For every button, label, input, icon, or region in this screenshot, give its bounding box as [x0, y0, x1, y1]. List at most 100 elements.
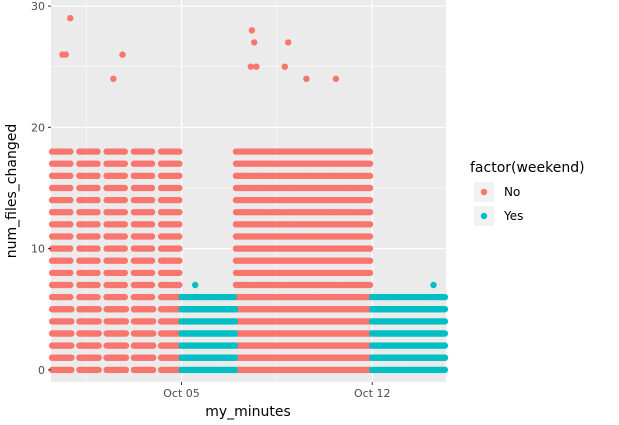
- data-point: [68, 366, 75, 374]
- data-point: [332, 75, 340, 83]
- data-point: [121, 148, 128, 155]
- data-point: [231, 330, 239, 337]
- data-point: [94, 160, 101, 167]
- series-no: [48, 15, 449, 374]
- data-point: [122, 366, 130, 374]
- data-point: [121, 184, 128, 192]
- data-point: [176, 257, 183, 264]
- data-point: [62, 51, 69, 58]
- data-point: [94, 269, 101, 277]
- data-point: [441, 318, 449, 325]
- data-point: [121, 245, 128, 252]
- data-point: [285, 39, 292, 46]
- data-point: [148, 209, 156, 216]
- data-point: [366, 160, 374, 167]
- data-point: [94, 281, 101, 289]
- data-point: [366, 209, 374, 216]
- data-point: [150, 342, 157, 349]
- data-point: [95, 342, 102, 349]
- data-point: [94, 209, 101, 216]
- data-point: [95, 330, 102, 337]
- data-point: [67, 15, 74, 22]
- data-point: [68, 330, 75, 337]
- data-point: [176, 269, 183, 277]
- data-point: [94, 148, 101, 155]
- data-point: [121, 233, 128, 240]
- data-point: [122, 354, 130, 361]
- data-point: [94, 293, 101, 301]
- data-point: [121, 172, 128, 179]
- legend-label-yes: Yes: [503, 209, 523, 223]
- legend-marker-no: [480, 188, 488, 196]
- data-point: [121, 257, 128, 264]
- data-point: [121, 293, 128, 301]
- data-point: [95, 318, 102, 325]
- data-point: [366, 172, 374, 179]
- data-point: [67, 269, 74, 277]
- legend-title: factor(weekend): [470, 160, 585, 176]
- data-point: [122, 306, 130, 313]
- data-point: [366, 281, 374, 289]
- data-point: [150, 330, 157, 337]
- data-point: [366, 148, 374, 155]
- data-point: [110, 75, 117, 83]
- data-point: [176, 172, 183, 179]
- data-point: [121, 281, 128, 289]
- series-yes: [178, 281, 449, 374]
- data-point: [67, 245, 74, 252]
- data-point: [119, 51, 126, 58]
- data-point: [94, 221, 101, 228]
- data-point: [441, 293, 449, 301]
- x-axis-ticks: Oct 05 Oct 12: [163, 382, 390, 400]
- data-point: [122, 330, 130, 337]
- legend-marker-yes: [480, 212, 488, 220]
- data-point: [68, 306, 75, 313]
- data-point: [430, 281, 437, 289]
- data-point: [67, 160, 74, 167]
- data-point: [121, 196, 128, 204]
- data-point: [176, 148, 183, 155]
- data-point: [366, 257, 374, 264]
- data-point: [247, 63, 254, 70]
- y-axis-ticks: 0 10 20 30: [31, 0, 51, 377]
- legend-label-no: No: [504, 185, 520, 199]
- data-point: [148, 184, 156, 192]
- data-point: [366, 245, 374, 252]
- data-point: [68, 342, 75, 349]
- data-point: [253, 63, 260, 70]
- data-point: [231, 318, 239, 325]
- data-point: [67, 196, 74, 204]
- data-point: [176, 184, 183, 192]
- data-point: [148, 281, 156, 289]
- data-point: [67, 209, 74, 216]
- data-point: [176, 245, 183, 252]
- data-point: [441, 354, 449, 361]
- data-point: [441, 366, 449, 374]
- data-point: [150, 354, 157, 361]
- data-point: [67, 172, 74, 179]
- data-point: [122, 342, 130, 349]
- data-point: [176, 160, 183, 167]
- data-point: [281, 63, 288, 70]
- data-point: [67, 257, 74, 264]
- y-axis-title: num_files_changed: [4, 124, 20, 258]
- data-point: [192, 281, 199, 289]
- data-point: [231, 306, 239, 313]
- data-point: [176, 196, 183, 204]
- data-point: [366, 269, 374, 277]
- data-point: [366, 196, 374, 204]
- data-point: [176, 281, 183, 289]
- data-point: [95, 354, 102, 361]
- data-point: [95, 366, 102, 374]
- data-point: [366, 221, 374, 228]
- data-point: [94, 196, 101, 204]
- data-point: [121, 269, 128, 277]
- data-point: [148, 221, 156, 228]
- data-point: [148, 172, 156, 179]
- data-point: [150, 366, 157, 374]
- data-point: [230, 293, 237, 301]
- data-point: [68, 318, 75, 325]
- data-point: [176, 221, 183, 228]
- data-point: [67, 233, 74, 240]
